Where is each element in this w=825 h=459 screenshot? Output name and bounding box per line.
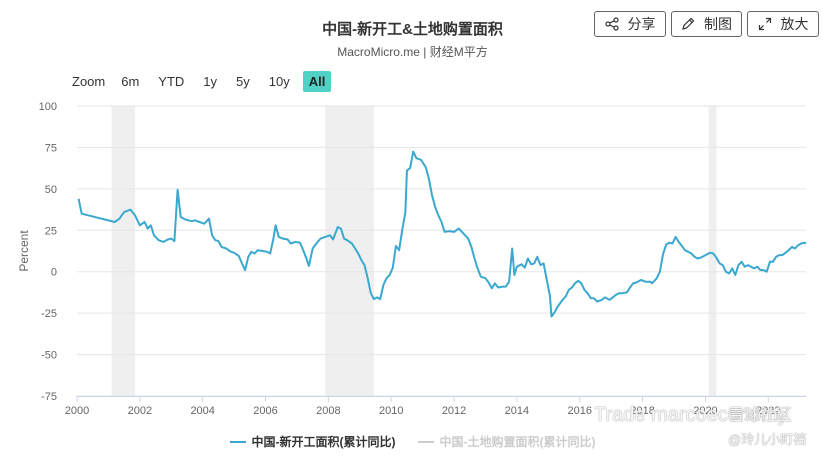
y-tick-label: -25 (41, 308, 57, 320)
legend-swatch-hidden (417, 440, 434, 443)
y-tick-label: 0 (51, 267, 57, 279)
watermark-line2: @玲儿小町裆 (728, 432, 807, 447)
zoom-1y-button[interactable]: 1y (203, 74, 218, 89)
x-tick-label: 2002 (128, 405, 152, 417)
x-tick-label: 2010 (379, 405, 403, 417)
y-tick-label: -50 (41, 350, 57, 362)
shaded-period-2 (708, 106, 717, 396)
x-tick-label: 2014 (505, 405, 529, 417)
watermark-brand: 雪球社区 (728, 407, 793, 424)
x-tick-label: 2008 (316, 405, 340, 417)
x-tick-label: 2020 (693, 405, 717, 417)
draw-button[interactable]: 制图 (671, 11, 742, 37)
zoom-selector: Zoom 6m YTD 1y 5y 10y All (72, 71, 338, 92)
x-tick-label: 2004 (190, 405, 214, 417)
draw-label: 制图 (704, 16, 732, 32)
series-line-0 (77, 150, 807, 318)
shaded-period-1 (325, 106, 374, 396)
chart-legend: 中国-新开工面积(累计同比) 中国-土地购置面积(累计同比) (0, 433, 825, 450)
share-label: 分享 (627, 16, 656, 32)
zoom-5y-button[interactable]: 5y (236, 74, 250, 89)
legend-swatch-main (229, 440, 246, 443)
y-tick-label: -75 (41, 391, 57, 403)
zoom-all-button[interactable]: All (302, 71, 332, 92)
watermark-line1: Trade marcoeconomy (594, 404, 788, 426)
y-tick-label: 25 (45, 225, 57, 237)
expand-icon (758, 17, 772, 31)
x-tick-label: 2000 (65, 405, 89, 417)
legend-label-main: 中国-新开工面积(累计同比) (251, 435, 396, 449)
zoom-6m-button[interactable]: 6m (121, 74, 140, 89)
x-tick-label: 2018 (630, 405, 654, 417)
y-tick-label: 50 (45, 184, 57, 196)
share-icon (604, 17, 619, 31)
y-tick-label: 75 (45, 142, 57, 154)
zoom-label: Zoom (72, 74, 106, 89)
shaded-period-0 (111, 106, 136, 396)
chart-subtitle: MacroMicro.me | 财经M平方 (337, 45, 488, 59)
zoom-ytd-button[interactable]: YTD (158, 74, 185, 89)
legend-item-new-construction[interactable]: 中国-新开工面积(累计同比) (229, 433, 396, 450)
legend-item-land-purchase[interactable]: 中国-土地购置面积(累计同比) (417, 433, 596, 450)
zoom-10y-button[interactable]: 10y (268, 74, 290, 89)
x-tick-label: 2022 (756, 405, 780, 417)
enlarge-label: 放大 (780, 16, 809, 32)
pencil-icon (681, 17, 695, 31)
y-tick-label: 100 (39, 101, 57, 113)
legend-label-hidden: 中国-土地购置面积(累计同比) (439, 435, 596, 449)
x-tick-label: 2006 (253, 405, 277, 417)
enlarge-button[interactable]: 放大 (747, 11, 819, 37)
share-button[interactable]: 分享 (594, 11, 666, 37)
chart-title: 中国-新开工&土地购置面积 (322, 21, 503, 38)
x-tick-label: 2012 (442, 405, 466, 417)
y-axis-title: Percent (17, 230, 31, 272)
x-tick-label: 2016 (568, 405, 592, 417)
